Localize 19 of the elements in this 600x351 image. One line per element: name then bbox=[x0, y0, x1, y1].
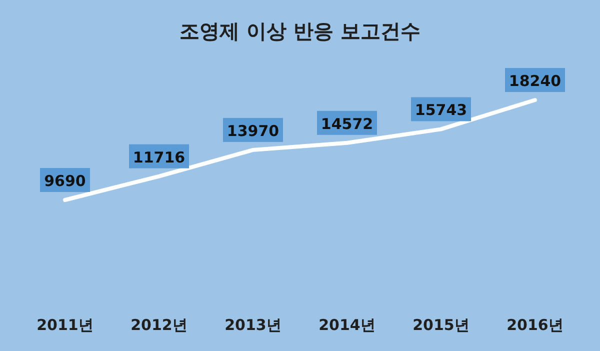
data-label: 9690 bbox=[40, 168, 90, 192]
data-label: 18240 bbox=[505, 68, 565, 92]
data-label: 9690 bbox=[44, 172, 86, 190]
data-label: 13970 bbox=[226, 122, 280, 140]
data-label: 14572 bbox=[320, 114, 374, 133]
data-label: 15743 bbox=[414, 101, 468, 120]
xtick: 2014년 bbox=[318, 316, 376, 334]
xtick: 2016년 bbox=[506, 316, 564, 334]
data-label: 18240 bbox=[508, 72, 562, 90]
data-label: 14572 bbox=[317, 110, 377, 135]
xtick: 2011년 bbox=[36, 316, 94, 334]
title: 조영제 이상 반응 보고건수 bbox=[180, 19, 420, 43]
data-label: 13970 bbox=[223, 118, 283, 142]
data-label: 15743 bbox=[411, 97, 471, 122]
xtick: 2015년 bbox=[412, 316, 470, 334]
xtick: 2013년 bbox=[224, 316, 282, 334]
data-label: 11716 bbox=[132, 148, 186, 166]
data-label: 11716 bbox=[129, 144, 189, 168]
xtick: 2012년 bbox=[130, 316, 188, 334]
